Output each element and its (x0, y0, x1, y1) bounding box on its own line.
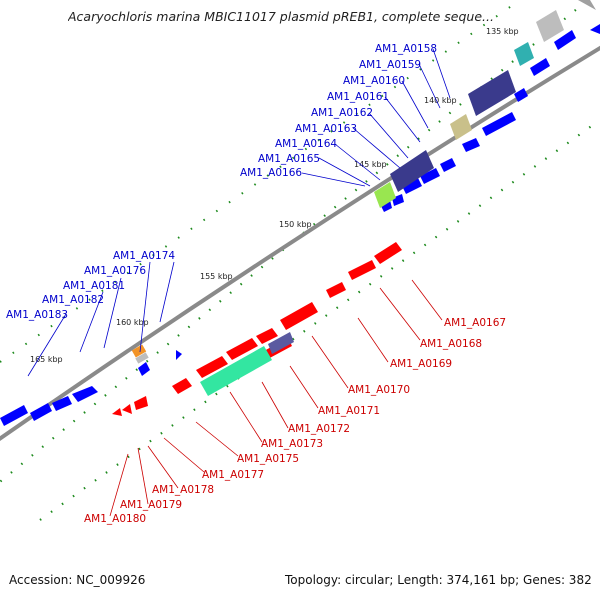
gene-reverse[interactable] (348, 260, 376, 280)
gene-reverse[interactable] (280, 302, 318, 330)
gene-label[interactable]: AM1_A0178 (152, 484, 214, 496)
gene-label[interactable]: AM1_A0158 (375, 43, 437, 55)
gene-forward[interactable] (554, 30, 576, 50)
lower-leader-lines (109, 279, 443, 517)
feature-grey[interactable] (536, 10, 564, 42)
gene-reverse[interactable] (134, 396, 148, 410)
feature-slate[interactable] (390, 150, 434, 192)
lower-gene-labels: AM1_A0167 AM1_A0168 AM1_A0169 AM1_A0170 … (84, 317, 506, 525)
gene-forward[interactable] (72, 386, 98, 402)
gene-forward[interactable] (482, 112, 516, 136)
gene-label[interactable]: AM1_A0167 (444, 317, 506, 329)
gene-label[interactable]: AM1_A0180 (84, 513, 146, 525)
gene-reverse[interactable] (326, 282, 346, 298)
gene-label[interactable]: AM1_A0172 (288, 423, 350, 435)
tick-label: 160 kbp (116, 318, 149, 327)
gene-forward[interactable] (30, 403, 52, 421)
gene-label[interactable]: AM1_A0177 (202, 469, 264, 481)
gene-label[interactable]: AM1_A0182 (42, 294, 104, 306)
summary-text: Topology: circular; Length: 374,161 bp; … (285, 573, 592, 587)
feature-mint[interactable] (200, 346, 272, 396)
forward-strand-genes (0, 24, 600, 426)
tick-label: 135 kbp (486, 27, 519, 36)
feature-blocks (131, 0, 596, 364)
tick-label: 150 kbp (279, 220, 312, 229)
upper-leader-lines (27, 48, 451, 377)
gene-label[interactable]: AM1_A0179 (120, 499, 182, 511)
gene-label[interactable]: AM1_A0162 (311, 107, 373, 119)
gene-forward[interactable] (402, 178, 422, 194)
gene-label[interactable]: AM1_A0165 (258, 153, 320, 165)
backbone (0, 45, 600, 441)
gene-reverse[interactable] (122, 404, 132, 414)
gene-reverse[interactable] (256, 328, 278, 344)
feature-khaki[interactable] (450, 114, 472, 140)
gene-forward[interactable] (138, 362, 150, 376)
gene-label[interactable]: AM1_A0174 (113, 250, 175, 262)
outer-tick-track (0, 0, 590, 484)
gene-reverse[interactable] (196, 356, 228, 378)
gene-label[interactable]: AM1_A0166 (240, 167, 302, 179)
tick-label: 155 kbp (200, 272, 233, 281)
gene-reverse[interactable] (172, 378, 192, 394)
gene-label[interactable]: AM1_A0170 (348, 384, 410, 396)
far-inner-tick-track (0, 0, 521, 363)
gene-forward[interactable] (420, 168, 440, 184)
feature-slate[interactable] (468, 70, 516, 116)
gene-forward[interactable] (462, 138, 480, 152)
accession-text: Accession: NC_009926 (9, 573, 146, 587)
gene-forward[interactable] (530, 58, 550, 76)
gene-label[interactable]: AM1_A0183 (6, 309, 68, 321)
gene-label[interactable]: AM1_A0164 (275, 138, 337, 150)
feature-grey[interactable] (578, 0, 596, 10)
gene-forward[interactable] (0, 405, 28, 426)
tick-label: 140 kbp (424, 96, 457, 105)
gene-label[interactable]: AM1_A0163 (295, 123, 357, 135)
feature-green[interactable] (374, 182, 396, 208)
gene-label[interactable]: AM1_A0175 (237, 453, 299, 465)
gene-label[interactable]: AM1_A0169 (390, 358, 452, 370)
reverse-strand-genes (112, 242, 402, 416)
gene-reverse[interactable] (374, 242, 402, 264)
gene-label[interactable]: AM1_A0159 (359, 59, 421, 71)
gene-forward[interactable] (590, 24, 600, 34)
gene-forward[interactable] (514, 88, 528, 102)
gene-reverse[interactable] (112, 408, 122, 416)
gene-label[interactable]: AM1_A0171 (318, 405, 380, 417)
gene-label[interactable]: AM1_A0161 (327, 91, 389, 103)
feature-teal[interactable] (514, 42, 534, 66)
map-title: Acaryochloris marina MBIC11017 plasmid p… (68, 9, 494, 24)
feature-grey[interactable] (135, 352, 149, 364)
gene-forward[interactable] (52, 396, 72, 411)
gene-label[interactable]: AM1_A0160 (343, 75, 405, 87)
tick-label: 145 kbp (354, 160, 387, 169)
tick-label: 165 kbp (30, 355, 63, 364)
gene-reverse[interactable] (226, 338, 258, 360)
gene-forward[interactable] (440, 158, 456, 172)
gene-label[interactable]: AM1_A0176 (84, 265, 146, 277)
gene-label[interactable]: AM1_A0181 (63, 280, 125, 292)
upper-gene-labels: AM1_A0158 AM1_A0159 AM1_A0160 AM1_A0161 … (6, 43, 437, 321)
tick-labels: 135 kbp 140 kbp 145 kbp 150 kbp 155 kbp … (30, 27, 519, 364)
gene-label[interactable]: AM1_A0168 (420, 338, 482, 350)
gene-label[interactable]: AM1_A0173 (261, 438, 323, 450)
gene-forward[interactable] (176, 350, 182, 360)
feature-slate[interactable] (268, 332, 294, 354)
feature-orange[interactable] (131, 344, 147, 358)
